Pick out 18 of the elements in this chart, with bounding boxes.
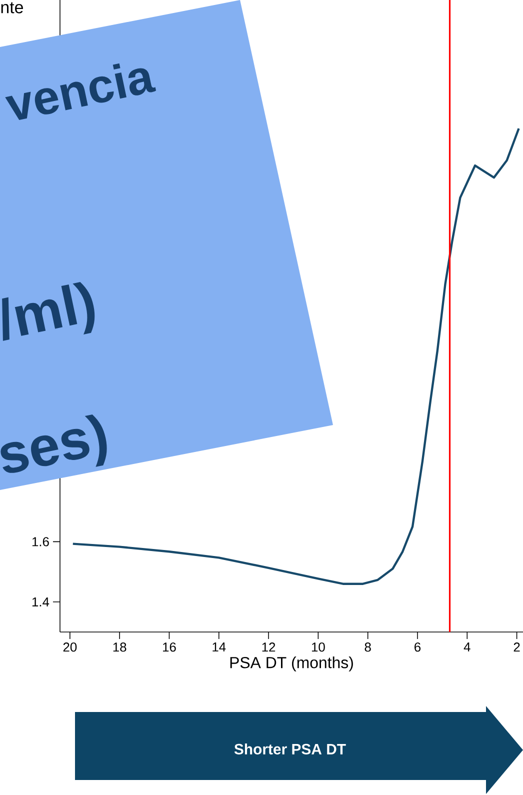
x-tick-label: 10 (312, 642, 325, 652)
x-tick-label: 18 (113, 642, 126, 652)
annotation: vencia (5, 63, 156, 120)
y-tick-label: 1.4 (32, 597, 50, 606)
x-axis-title: PSA DT (months) (230, 656, 353, 672)
x-tick-label: 4 (464, 642, 470, 652)
x-tick-label: 6 (414, 642, 421, 652)
annotation: ses) (0, 414, 107, 473)
x-tick-label: 14 (212, 642, 226, 652)
text: nte (1, 2, 23, 14)
x-tick-label: 8 (364, 642, 371, 652)
x-tick-label: 12 (262, 642, 276, 652)
x-tick-label: 16 (163, 642, 176, 652)
y-tick-label: 1.6 (32, 537, 49, 546)
x-tick-label: 20 (63, 642, 77, 652)
x-tick-label: 2 (514, 642, 520, 652)
annotation: /ml) (2, 282, 95, 341)
text: Shorter PSA DT (234, 744, 346, 754)
